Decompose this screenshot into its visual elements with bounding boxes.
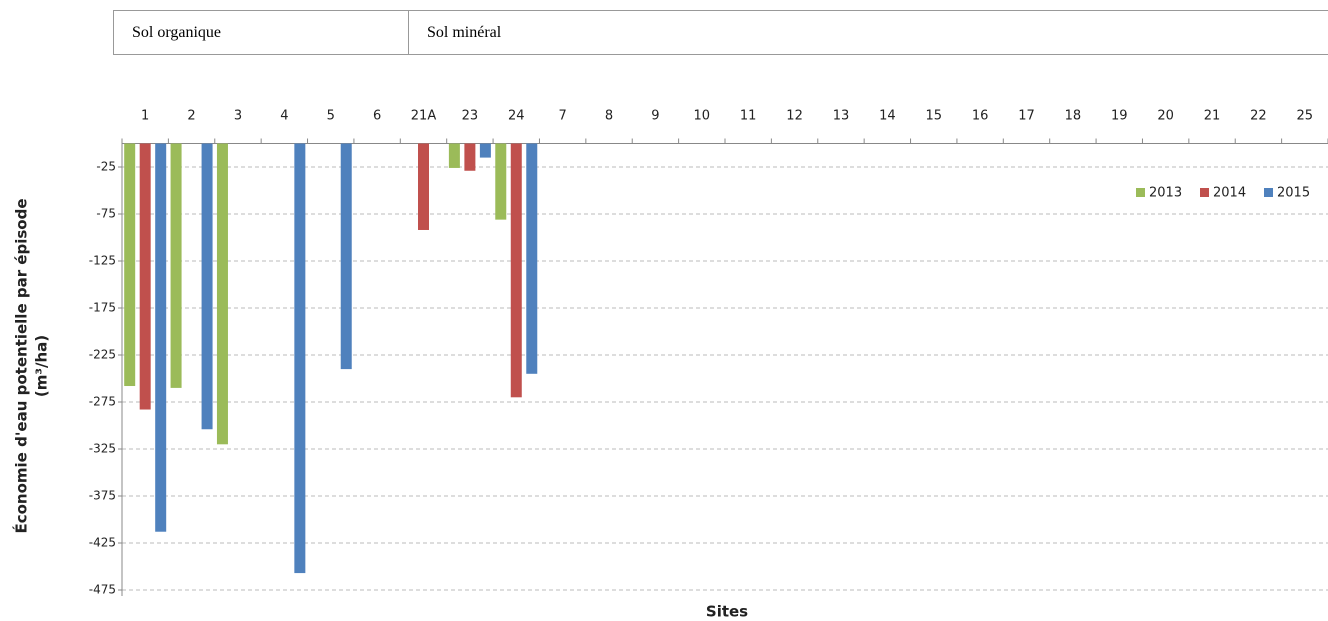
bar (340, 143, 352, 370)
y-tick-label: -225 (89, 348, 116, 362)
bar (294, 143, 306, 574)
x-axis-title: Sites (706, 603, 748, 621)
x-tick-label: 7 (559, 109, 567, 124)
bar (418, 143, 429, 230)
header-table: Sol organique Sol minéral (113, 10, 1328, 55)
bar (139, 143, 151, 410)
bar (479, 143, 491, 158)
bar (155, 143, 167, 532)
x-tick-label: 14 (879, 109, 896, 124)
x-tick-label: 9 (651, 109, 659, 124)
y-tick-label: -425 (89, 536, 116, 550)
x-tick-label: 18 (1065, 109, 1082, 124)
x-tick-label: 1 (141, 109, 149, 124)
y-tick-label: -25 (96, 160, 116, 174)
y-tick-label: -125 (89, 254, 116, 268)
x-tick-label: 23 (462, 109, 479, 124)
y-tick-label: -275 (89, 395, 116, 409)
y-tick-label: -75 (96, 207, 116, 221)
x-tick-label: 19 (1111, 109, 1128, 124)
legend-swatch (1200, 188, 1209, 197)
x-tick-label: 5 (327, 109, 335, 124)
y-axis-title: (m³/ha) (33, 335, 51, 397)
x-tick-label: 22 (1250, 109, 1267, 124)
y-tick-label: -325 (89, 442, 116, 456)
bar (216, 143, 228, 445)
x-tick-label: 2 (187, 109, 195, 124)
x-tick-label: 11 (740, 109, 757, 124)
bar (510, 143, 522, 398)
bar (170, 143, 182, 388)
x-tick-label: 21 (1204, 109, 1221, 124)
x-tick-label: 4 (280, 109, 288, 124)
x-tick-label: 10 (694, 109, 711, 124)
header-cell: Sol minéral (427, 23, 502, 41)
header-cell: Sol organique (114, 11, 409, 54)
bar (124, 143, 136, 387)
bar (448, 143, 460, 168)
legend-swatch (1136, 188, 1145, 197)
y-axis-title: Économie d'eau potentielle par épisode (12, 198, 31, 533)
x-tick-label: 17 (1018, 109, 1035, 124)
legend-label: 2013 (1149, 186, 1182, 201)
bar (526, 143, 538, 374)
bar (464, 143, 476, 171)
x-tick-label: 25 (1297, 109, 1314, 124)
y-tick-label: -475 (89, 583, 116, 597)
y-tick-label: -375 (89, 489, 116, 503)
bar (495, 143, 507, 220)
x-tick-label: 16 (972, 109, 989, 124)
x-tick-label: 3 (234, 109, 242, 124)
bar (201, 143, 213, 430)
legend-label: 2014 (1213, 186, 1246, 201)
legend-swatch (1264, 188, 1273, 197)
x-tick-label: 21A (411, 109, 437, 124)
x-tick-label: 13 (833, 109, 850, 124)
x-tick-label: 24 (508, 109, 525, 124)
x-tick-label: 12 (786, 109, 803, 124)
x-tick-label: 8 (605, 109, 613, 124)
x-tick-label: 6 (373, 109, 381, 124)
x-tick-label: 20 (1157, 109, 1174, 124)
y-tick-label: -175 (89, 301, 116, 315)
x-tick-label: 15 (925, 109, 942, 124)
legend-label: 2015 (1277, 186, 1310, 201)
